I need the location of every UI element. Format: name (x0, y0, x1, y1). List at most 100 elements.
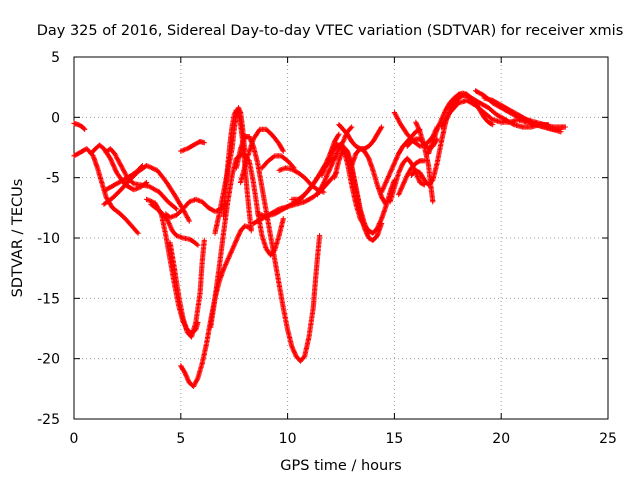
data-point-marker (393, 155, 400, 161)
data-point-marker (430, 199, 436, 205)
data-point-marker (165, 219, 172, 225)
data-point-marker (186, 218, 192, 224)
data-point-marker (348, 125, 354, 131)
data-point-marker (183, 373, 189, 379)
data-point-marker (167, 223, 173, 229)
data-point-marker (389, 166, 395, 172)
data-point-marker (225, 255, 231, 262)
data-point-marker (329, 161, 335, 167)
data-point-marker (323, 175, 329, 181)
data-point-marker (248, 228, 254, 234)
data-point-marker (432, 128, 439, 134)
data-point-marker (336, 131, 342, 137)
data-point-marker (157, 208, 163, 215)
data-point-marker (82, 126, 88, 132)
x-tick-label: 25 (599, 431, 617, 447)
data-point-marker (236, 230, 243, 236)
data-point-marker (415, 176, 421, 182)
data-point-marker (108, 157, 114, 163)
x-tick-label: 20 (492, 431, 510, 447)
data-point-marker (375, 224, 381, 230)
data-point-marker (383, 201, 389, 207)
y-tick-label: -5 (46, 171, 60, 187)
data-point-marker (290, 346, 296, 352)
series-arc-16 (233, 134, 323, 364)
data-point-marker (384, 177, 390, 183)
data-point-marker (235, 234, 241, 240)
data-point-marker (394, 114, 400, 120)
data-point-marker (382, 200, 388, 206)
data-point-marker (152, 200, 158, 206)
data-point-marker (145, 163, 151, 169)
data-point-marker (325, 171, 331, 177)
data-point-marker (365, 154, 371, 160)
series-arc-06 (101, 163, 192, 224)
data-point-marker (81, 126, 87, 132)
data-point-marker (397, 167, 403, 173)
data-point-marker (148, 165, 154, 171)
data-point-marker (387, 170, 393, 176)
x-axis-label: GPS time / hours (280, 458, 401, 474)
data-point-marker (134, 229, 140, 235)
series-arc-10 (167, 237, 207, 340)
y-tick-label: 5 (51, 50, 60, 66)
data-point-marker (420, 181, 426, 187)
data-point-marker (403, 175, 409, 181)
series-arc-02 (71, 146, 141, 236)
data-point-marker (186, 217, 192, 223)
y-axis-label: SDTVAR / TECUs (10, 179, 26, 298)
data-point-marker (415, 125, 421, 131)
data-point-marker (172, 205, 179, 211)
data-point-marker (489, 121, 495, 127)
y-tick-label: -15 (37, 291, 60, 307)
series-arc-04 (103, 146, 180, 212)
series-arc-28 (336, 122, 385, 152)
data-point-marker (194, 376, 200, 382)
y-tick-label: -20 (37, 352, 60, 368)
data-point-marker (439, 115, 445, 122)
data-point-marker (185, 376, 191, 382)
data-point-marker (158, 211, 164, 217)
data-point-marker (280, 216, 286, 222)
data-point-marker (376, 220, 382, 227)
series-arc-33 (413, 119, 436, 205)
data-point-marker (381, 184, 387, 190)
data-layer (71, 88, 568, 389)
data-point-marker (385, 173, 392, 180)
x-tick-label: 10 (279, 431, 297, 447)
series-arc-01 (71, 120, 88, 132)
data-point-marker (193, 379, 199, 385)
data-point-marker (191, 383, 197, 389)
data-point-marker (342, 135, 348, 141)
data-point-marker (185, 216, 191, 222)
series-arc-12 (178, 138, 207, 154)
data-point-marker (379, 188, 385, 194)
data-point-marker (236, 107, 243, 113)
axis-ticks: 0 5 10 15 20 25 -25 -20 -15 -10 -5 0 5 (37, 50, 617, 447)
data-point-marker (280, 148, 286, 154)
data-point-marker (431, 130, 438, 136)
chart-title: Day 325 of 2016, Sidereal Day-to-day VTE… (37, 23, 624, 39)
data-point-marker (349, 124, 355, 130)
data-point-marker (366, 230, 372, 236)
x-tick-label: 15 (385, 431, 403, 447)
data-point-marker (227, 252, 233, 258)
data-point-marker (280, 147, 286, 153)
data-point-marker (392, 159, 398, 165)
y-tick-label: 0 (51, 110, 60, 126)
data-point-marker (317, 233, 323, 239)
data-point-marker (365, 229, 371, 235)
data-point-marker (398, 164, 404, 170)
data-point-marker (321, 189, 327, 195)
data-point-marker (400, 182, 406, 188)
grid (74, 57, 608, 419)
data-point-marker (320, 170, 326, 176)
data-point-marker (321, 166, 327, 172)
data-point-marker (379, 124, 385, 130)
data-point-marker (414, 122, 420, 128)
data-point-marker (430, 134, 436, 140)
data-point-marker (326, 169, 332, 175)
data-point-marker (321, 178, 327, 184)
